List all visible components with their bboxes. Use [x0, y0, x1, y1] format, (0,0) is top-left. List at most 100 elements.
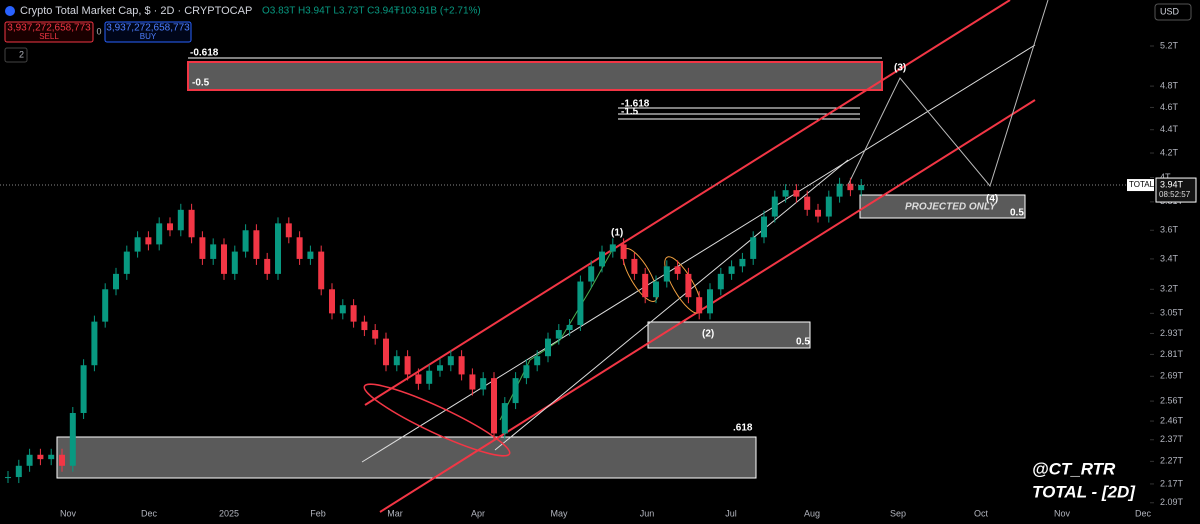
price-tag	[1155, 177, 1197, 203]
buy-price: 3,937,272,658,773	[106, 23, 190, 34]
y-tick-label: 4.6T	[1160, 102, 1179, 112]
fib-zone-mid	[647, 321, 811, 349]
wave-label: (2)	[702, 329, 714, 340]
y-tick-label: 4T	[1160, 172, 1171, 182]
x-tick-label: Apr	[471, 508, 485, 518]
candle-body	[253, 230, 260, 259]
candle-body	[339, 305, 346, 314]
channel-upper	[364, 0, 1011, 406]
spread: 0	[96, 26, 101, 36]
fib-zone-top	[187, 61, 883, 91]
candle-body	[728, 266, 735, 274]
candle-body	[404, 356, 411, 375]
candle-body	[469, 374, 476, 390]
candle-body	[242, 230, 249, 252]
price-axis-bg	[1150, 24, 1200, 514]
candle-body	[631, 258, 638, 274]
currency: USD	[1160, 6, 1180, 16]
y-tick-label: 2.27T	[1160, 456, 1184, 466]
candle-body	[577, 281, 584, 325]
y-tick-label: 2.37T	[1160, 434, 1184, 444]
buy-button[interactable]	[104, 21, 192, 43]
countdown: 08:52:57	[1159, 190, 1191, 199]
candle-body	[707, 289, 713, 314]
candle-body	[426, 370, 433, 384]
candles	[5, 177, 865, 484]
candle-body	[123, 251, 130, 274]
candle-body	[350, 305, 357, 322]
buy-label: BUY	[140, 32, 157, 41]
candle-body	[134, 237, 141, 252]
candle-body	[491, 378, 497, 434]
x-tick-label: Jun	[640, 508, 655, 518]
y-tick-label: 4.2T	[1160, 147, 1179, 157]
candle-body	[329, 289, 335, 314]
y-tick-label: 3.4T	[1160, 253, 1179, 263]
projected-zone	[859, 194, 1026, 219]
candle-body	[59, 454, 65, 466]
candle-body	[15, 465, 22, 478]
y-tick-label: 3.05T	[1160, 308, 1184, 318]
x-tick-label: Dec	[141, 508, 158, 518]
y-tick-label: 2.17T	[1160, 478, 1184, 488]
candle-body	[782, 190, 789, 197]
candle-body	[696, 297, 703, 314]
drawings	[56, 0, 1049, 513]
sell-button[interactable]	[4, 21, 94, 43]
projected-label: PROJECTED ONLY	[905, 202, 997, 213]
candle-body	[761, 216, 767, 238]
x-tick-label: Feb	[310, 508, 326, 518]
trend-line	[361, 44, 1036, 463]
x-tick-label: 2025	[219, 508, 239, 518]
candle-body	[555, 330, 562, 339]
candle-body	[512, 378, 519, 404]
y-tick-label: 2.69T	[1160, 371, 1184, 381]
y-tick-label: 2.93T	[1160, 328, 1184, 338]
candle-body	[5, 477, 11, 479]
watermark: TOTAL - [2D]	[1032, 482, 1136, 501]
candle-body	[102, 289, 109, 322]
candle-body	[372, 330, 379, 339]
candle-body	[26, 454, 33, 466]
highlight-ellipse	[363, 383, 511, 457]
y-tick-label: 2.46T	[1160, 415, 1184, 425]
annotations: -0.618 -0.5 -1.618 -1.5 (1) (2) (3) (4) …	[190, 48, 1136, 502]
candle-body	[275, 223, 281, 274]
candle-body	[523, 365, 530, 379]
candle-body	[113, 273, 119, 290]
fib-label: -1.5	[621, 107, 639, 118]
projection-path	[847, 0, 1049, 188]
indicator-toggle[interactable]	[4, 47, 28, 63]
candle-body	[739, 258, 746, 267]
fib-label: -0.5	[192, 78, 210, 89]
candle-body	[437, 365, 443, 371]
watermark: @CT_RTR	[1032, 459, 1116, 478]
symbol-icon	[5, 6, 15, 16]
y-tick-label: 4.8T	[1160, 80, 1179, 90]
candle-body	[167, 223, 173, 231]
x-tick-label: Dec	[1135, 508, 1152, 518]
candle-body	[210, 244, 217, 259]
candle-body	[145, 237, 152, 245]
symbol-tag	[1127, 179, 1154, 192]
candle-body	[804, 196, 811, 210]
candle-body	[48, 454, 55, 460]
trend-line	[494, 159, 849, 451]
candle-body	[264, 258, 271, 274]
currency-button[interactable]	[1154, 3, 1192, 21]
candle-body	[447, 356, 454, 366]
x-tick-label: Sep	[890, 508, 906, 518]
candle-body	[177, 209, 184, 231]
candle-body	[69, 412, 76, 466]
candle-body	[296, 237, 303, 259]
candle-body	[393, 356, 400, 366]
level-label: 0.5	[796, 337, 810, 348]
candle-body	[685, 273, 692, 298]
candle-body	[717, 273, 724, 290]
x-tick-label: Mar	[387, 508, 403, 518]
candle-body	[858, 185, 865, 191]
wave-label: (1)	[611, 228, 623, 239]
candle-body	[534, 356, 541, 366]
symbol-title: Crypto Total Market Cap, $ · 2D · CRYPTO…	[20, 5, 252, 17]
candle-body	[361, 321, 368, 331]
